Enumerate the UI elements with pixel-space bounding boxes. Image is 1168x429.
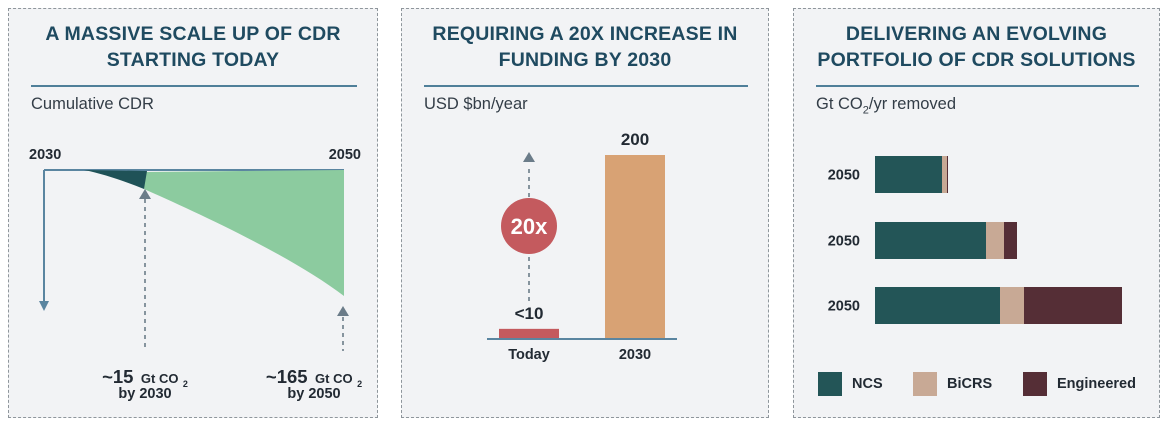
portfolio-panel: DELIVERING AN EVOLVING PORTFOLIO OF CDR … xyxy=(793,8,1160,418)
callout-2030-unit: Gt CO xyxy=(141,371,179,386)
arrowhead-2030 xyxy=(139,189,151,199)
area-2030 xyxy=(84,170,147,189)
callout-2030-subscript: 2 xyxy=(183,379,188,389)
unit-subscript: 2 xyxy=(862,104,869,117)
bar-value-label: <10 xyxy=(515,304,544,323)
callout-2030-by: by 2030 xyxy=(118,386,171,402)
panel-title-line: FUNDING BY 2030 xyxy=(498,49,672,71)
bars: <10 Today 200 2030 xyxy=(499,130,665,363)
legend: NCS BiCRS Engineered xyxy=(818,371,1149,397)
bar-segment-engineered xyxy=(1024,287,1122,324)
arrowhead-2050 xyxy=(337,306,349,316)
multiplier-badge xyxy=(501,198,557,254)
bar-segment-engineered xyxy=(1004,222,1017,259)
category-label: 2030 xyxy=(619,347,651,363)
stacked-bars: 2050 2050 2050 xyxy=(828,156,1122,324)
callout-2030-number: ~15 xyxy=(102,366,133,387)
panel-title-line: DELIVERING AN EVOLVING xyxy=(845,23,1108,45)
bar-segment-bicrs xyxy=(942,156,947,193)
cumulative-cdr-panel: A MASSIVE SCALE UP OF CDR STARTING TODAY… xyxy=(8,8,378,418)
unit-main: Gt CO xyxy=(816,95,863,113)
callout-2050-unit: Gt CO xyxy=(315,371,353,386)
bar-segment-ncs xyxy=(875,222,986,259)
unit-rest: /yr removed xyxy=(868,95,956,113)
funding-bar-chart: 20x <10 Today 200 2030 xyxy=(487,130,677,363)
legend-item-engineered: Engineered xyxy=(1023,371,1136,397)
legend-item-bicrs: BiCRS xyxy=(913,371,992,397)
bar-value-label: 200 xyxy=(621,130,649,149)
panel-title: DELIVERING AN EVOLVING PORTFOLIO OF CDR … xyxy=(794,21,1159,73)
category-label: Today xyxy=(508,347,550,363)
bar-segment-ncs xyxy=(875,156,942,193)
area-2050 xyxy=(144,170,344,296)
panel-title-line: REQUIRING A 20X INCREASE IN xyxy=(432,23,738,45)
bar-2030 xyxy=(605,155,665,338)
panel-title-line: STARTING TODAY xyxy=(106,49,280,71)
category-label: 2050 xyxy=(828,234,860,250)
funding-panel: REQUIRING A 20X INCREASE IN FUNDING BY 2… xyxy=(401,8,769,418)
title-divider xyxy=(816,85,1139,87)
bar-segment-engineered xyxy=(947,156,948,193)
callout-2050-number: ~165 xyxy=(266,366,308,387)
cumulative-cdr-chart: 2030 2050 ~15 Gt CO 2 by 2030 ~165 Gt CO… xyxy=(29,147,362,402)
legend-label: Engineered xyxy=(1057,376,1136,392)
panel-title: REQUIRING A 20X INCREASE IN FUNDING BY 2… xyxy=(402,21,768,73)
unit-label: Gt CO2/yr removed xyxy=(816,95,956,116)
title-divider xyxy=(31,85,357,87)
bar-today xyxy=(499,328,559,338)
panel-title-line: PORTFOLIO OF CDR SOLUTIONS xyxy=(817,49,1136,71)
portfolio-stacked-bar-chart: 2050 2050 2050 xyxy=(828,156,1122,324)
y-axis-arrow xyxy=(39,301,49,311)
legend-label: BiCRS xyxy=(947,376,993,392)
arrowhead-up xyxy=(523,152,535,162)
x-end-label: 2050 xyxy=(329,147,361,163)
callout-2050-value: ~165 Gt CO 2 xyxy=(266,366,362,389)
bar-segment-bicrs xyxy=(986,222,1004,259)
panel-title-line: A MASSIVE SCALE UP OF CDR xyxy=(45,23,341,45)
legend-label: NCS xyxy=(852,376,883,392)
legend-swatch xyxy=(913,372,937,396)
unit-label: USD $bn/year xyxy=(424,95,528,113)
category-label: 2050 xyxy=(828,299,860,315)
legend-item-ncs: NCS xyxy=(818,371,883,397)
panel-title: A MASSIVE SCALE UP OF CDR STARTING TODAY xyxy=(9,21,377,73)
bar-segment-ncs xyxy=(875,287,1000,324)
title-divider xyxy=(424,85,748,87)
legend-swatch xyxy=(818,372,842,396)
callout-2050-by: by 2050 xyxy=(287,386,340,402)
multiplier-label: 20x xyxy=(511,214,548,239)
callout-2050-subscript: 2 xyxy=(357,379,362,389)
legend-swatch xyxy=(1023,372,1047,396)
bar-segment-bicrs xyxy=(1000,287,1024,324)
category-label: 2050 xyxy=(828,168,860,184)
callout-2030-value: ~15 Gt CO 2 xyxy=(102,366,188,389)
unit-label: Cumulative CDR xyxy=(31,95,154,113)
x-start-label: 2030 xyxy=(29,147,61,163)
